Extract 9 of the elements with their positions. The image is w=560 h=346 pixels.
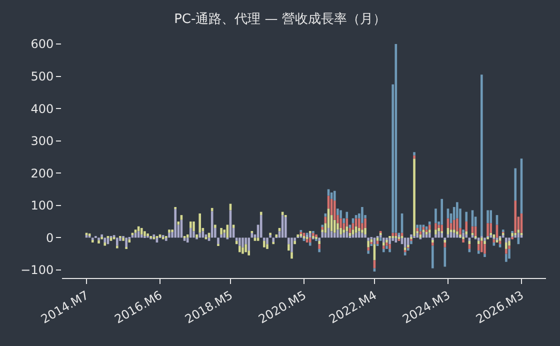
y-tick-label: −100 [20, 263, 54, 278]
y-tick-label: 400 [30, 102, 54, 116]
y-tick-label: 0 [46, 230, 54, 245]
y-tick-label: 600 [30, 37, 54, 52]
y-tick-label: 500 [30, 69, 54, 84]
y-tick-label: 300 [30, 134, 54, 148]
y-tick-label: 100 [30, 198, 54, 213]
y-tick-label: 200 [30, 166, 54, 180]
chart-title: PC-通路、代理 — 營收成長率（月） [174, 10, 386, 27]
